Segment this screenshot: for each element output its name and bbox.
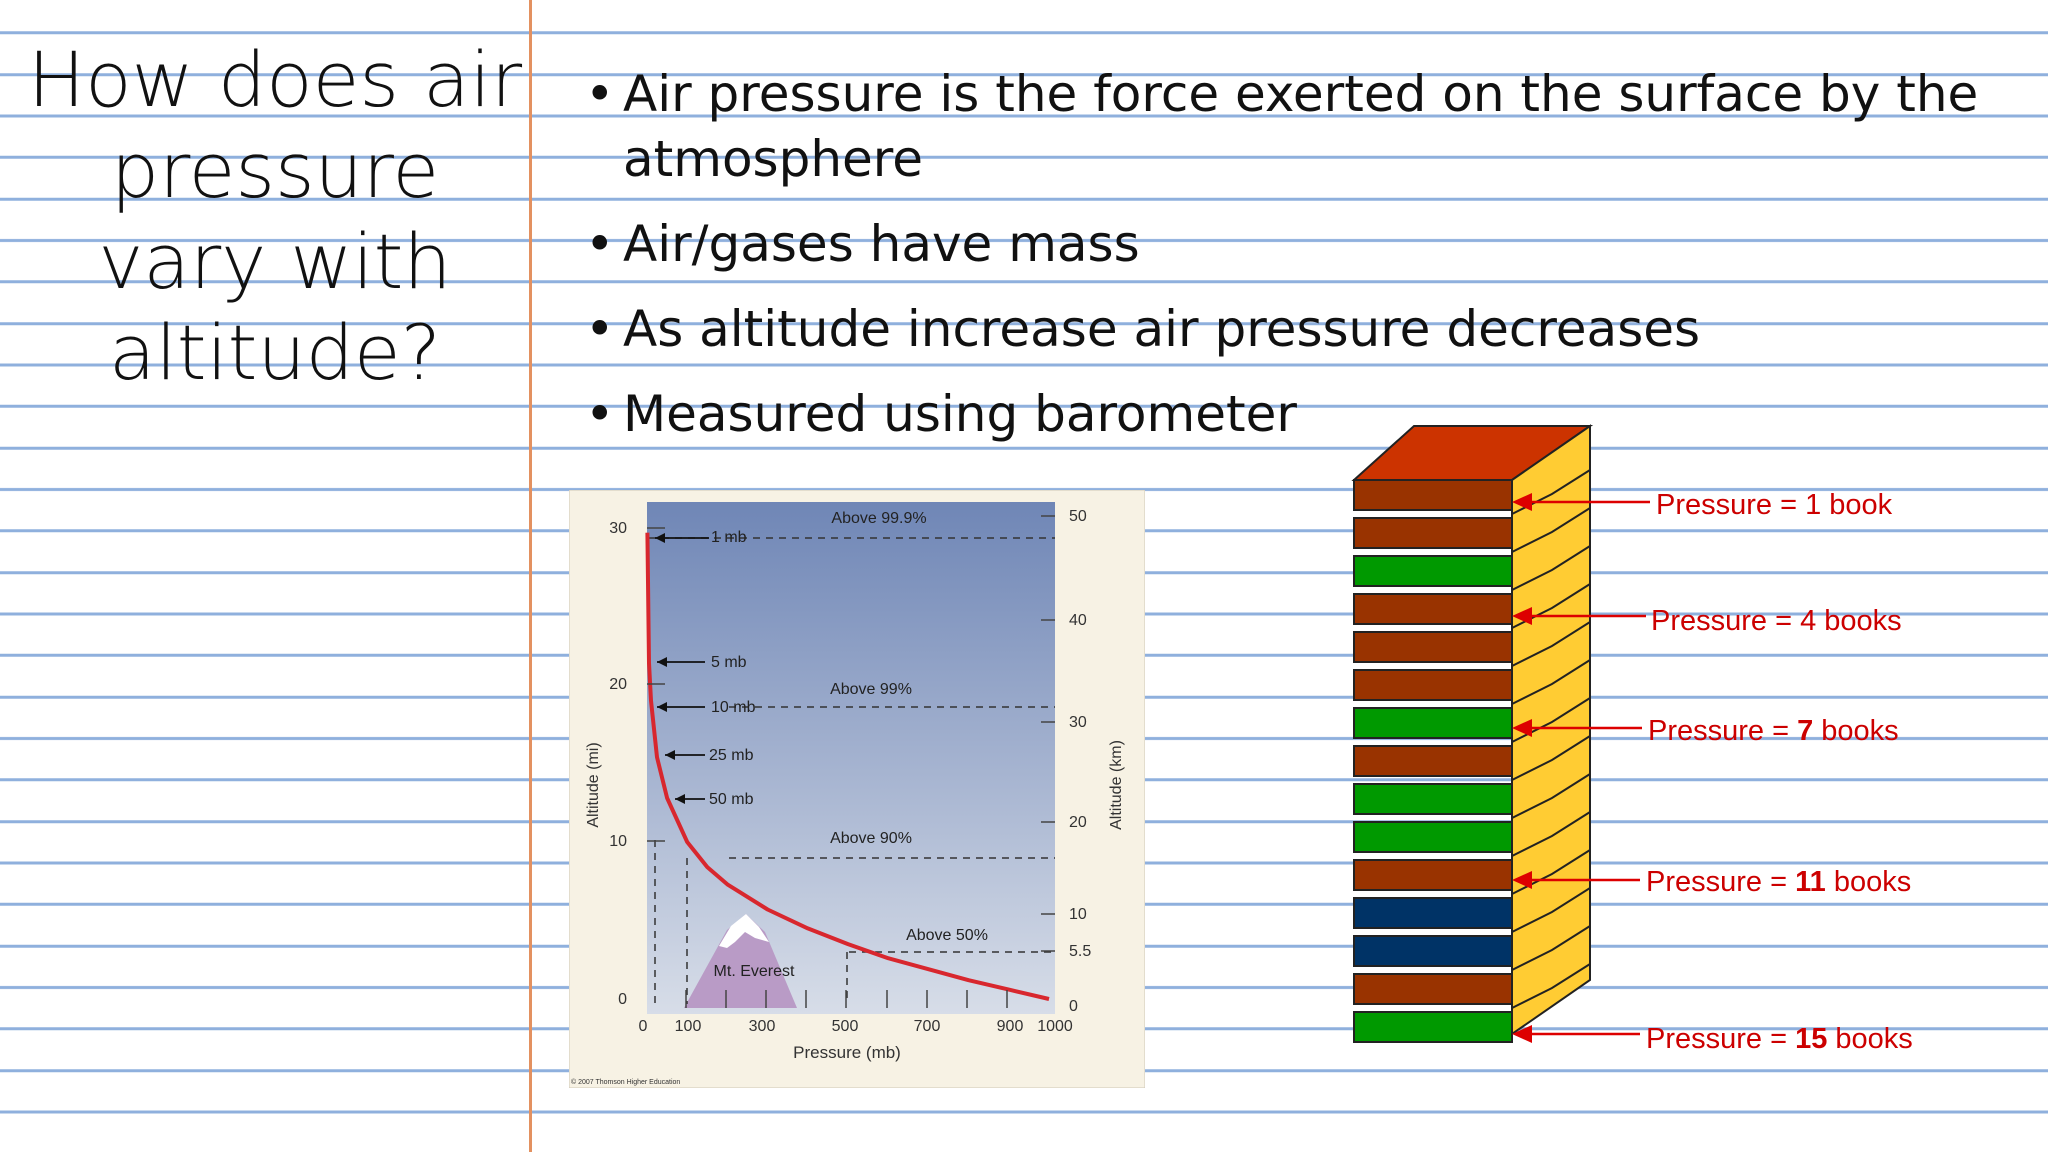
page-edges <box>1511 469 1591 1009</box>
right-axis-label: Altitude (km) <box>1108 740 1125 830</box>
stack-pressure-label: Pressure = 4 books <box>1651 605 1902 637</box>
right-tick-label: 50 <box>1069 508 1087 525</box>
book-spine <box>1353 1011 1513 1043</box>
book-spine <box>1353 745 1513 777</box>
book-spine <box>1353 821 1513 853</box>
pressure-label: 5 mb <box>711 654 747 671</box>
x-axis-label: Pressure (mb) <box>793 1043 901 1062</box>
x-tick-label: 300 <box>749 1018 776 1035</box>
bullet-item: Air pressure is the force exerted on the… <box>585 62 2005 192</box>
right-tick-label: 20 <box>1069 814 1087 831</box>
book-spine <box>1353 783 1513 815</box>
axis-ticks <box>647 515 1055 1008</box>
left-tick-label: 10 <box>609 833 627 850</box>
percent-label: Above 50% <box>906 927 988 944</box>
book-spine <box>1353 593 1513 625</box>
book-stack-svg: Pressure = 1 book Pressure = 4 books Pre… <box>1351 424 1913 1055</box>
book-spine <box>1353 897 1513 929</box>
bullet-item: Measured using barometer <box>585 382 2005 447</box>
page-edge-line <box>1511 735 1591 781</box>
book-stack-illustration: Pressure = 1 book Pressure = 4 books Pre… <box>1350 420 1970 1060</box>
x-tick-label: 1000 <box>1037 1018 1073 1035</box>
pressure-label: 25 mb <box>709 747 754 764</box>
right-tick-label: 0 <box>1069 998 1078 1015</box>
page-edge-line <box>1511 811 1591 857</box>
right-tick-label: 30 <box>1069 714 1087 731</box>
book-spine <box>1353 935 1513 967</box>
percent-label: Above 90% <box>830 830 912 847</box>
bullet-list: Air pressure is the force exerted on the… <box>585 62 2005 447</box>
page-edge-line <box>1511 887 1591 933</box>
stack-pressure-label: Pressure = 1 book <box>1656 489 1893 521</box>
percent-label: Above 99.9% <box>831 510 926 527</box>
right-tick-label: 5.5 <box>1069 943 1091 960</box>
stack-arrowhead <box>1512 871 1532 889</box>
percent-label: Above 99% <box>830 681 912 698</box>
books-layer <box>1353 479 1513 1043</box>
x-tick-label: 700 <box>914 1018 941 1035</box>
book-spine <box>1353 707 1513 739</box>
book-spine <box>1353 973 1513 1005</box>
guide-lines <box>649 537 1055 1004</box>
page-edge-line <box>1511 925 1591 971</box>
pressure-altitude-chart: 30 20 10 0 50 40 30 20 10 5.5 0 0 100 30… <box>568 489 1146 1089</box>
page-edge-line <box>1511 849 1591 895</box>
right-tick-label: 10 <box>1069 906 1087 923</box>
page-edge-line <box>1511 697 1591 743</box>
left-tick-label: 20 <box>609 676 627 693</box>
pressure-arrows <box>655 533 709 804</box>
pressure-label: 10 mb <box>711 699 756 716</box>
pressure-label: 50 mb <box>709 791 754 808</box>
sky-plot-area <box>647 502 1055 1014</box>
right-tick-label: 40 <box>1069 612 1087 629</box>
chart-svg: 30 20 10 0 50 40 30 20 10 5.5 0 0 100 30… <box>568 489 1146 1089</box>
stack-pressure-label: Pressure = 11 books <box>1646 866 1911 898</box>
pressure-arrows-layer <box>1512 493 1650 1043</box>
bullet-item: As altitude increase air pressure decrea… <box>585 297 2005 362</box>
stack-arrowhead <box>1512 493 1532 511</box>
stack-arrowhead <box>1512 719 1532 737</box>
page-edge-line <box>1511 659 1591 705</box>
left-tick-label: 30 <box>609 520 627 537</box>
book-spine <box>1353 631 1513 663</box>
book-spine <box>1353 669 1513 701</box>
x-tick-label: 500 <box>832 1018 859 1035</box>
slide-title: How does air pressure vary with altitude… <box>27 35 523 397</box>
page-edge-line <box>1511 545 1591 591</box>
left-axis-label: Altitude (mi) <box>585 742 602 827</box>
book-spine <box>1353 517 1513 549</box>
mountain-snowcap <box>719 914 769 948</box>
stack-arrowhead <box>1512 1025 1532 1043</box>
notebook-margin-line <box>529 0 532 1152</box>
page-edge-line <box>1511 507 1591 553</box>
book-spine <box>1353 859 1513 891</box>
book-spine <box>1353 555 1513 587</box>
x-tick-label: 0 <box>639 1018 648 1035</box>
pressure-altitude-curve <box>645 532 1050 1001</box>
stack-pressure-label: Pressure = 15 books <box>1646 1023 1913 1055</box>
stack-arrowhead <box>1512 607 1532 625</box>
page-edge-line <box>1511 773 1591 819</box>
mountain-shape <box>684 914 797 1008</box>
curve-layer <box>645 532 1050 1001</box>
page-edge-line <box>1511 963 1591 1009</box>
book-spine <box>1353 479 1513 511</box>
left-tick-label: 0 <box>618 991 627 1008</box>
x-tick-label: 900 <box>997 1018 1024 1035</box>
stack-pressure-label: Pressure = 7 books <box>1648 715 1899 747</box>
x-tick-label: 100 <box>675 1018 702 1035</box>
copyright-text: © 2007 Thomson Higher Education <box>571 1078 680 1086</box>
bullet-item: Air/gases have mass <box>585 212 2005 277</box>
pressure-label: 1 mb <box>711 529 747 546</box>
mountain-label: Mt. Everest <box>714 963 795 980</box>
page-edge-line <box>1511 621 1591 667</box>
